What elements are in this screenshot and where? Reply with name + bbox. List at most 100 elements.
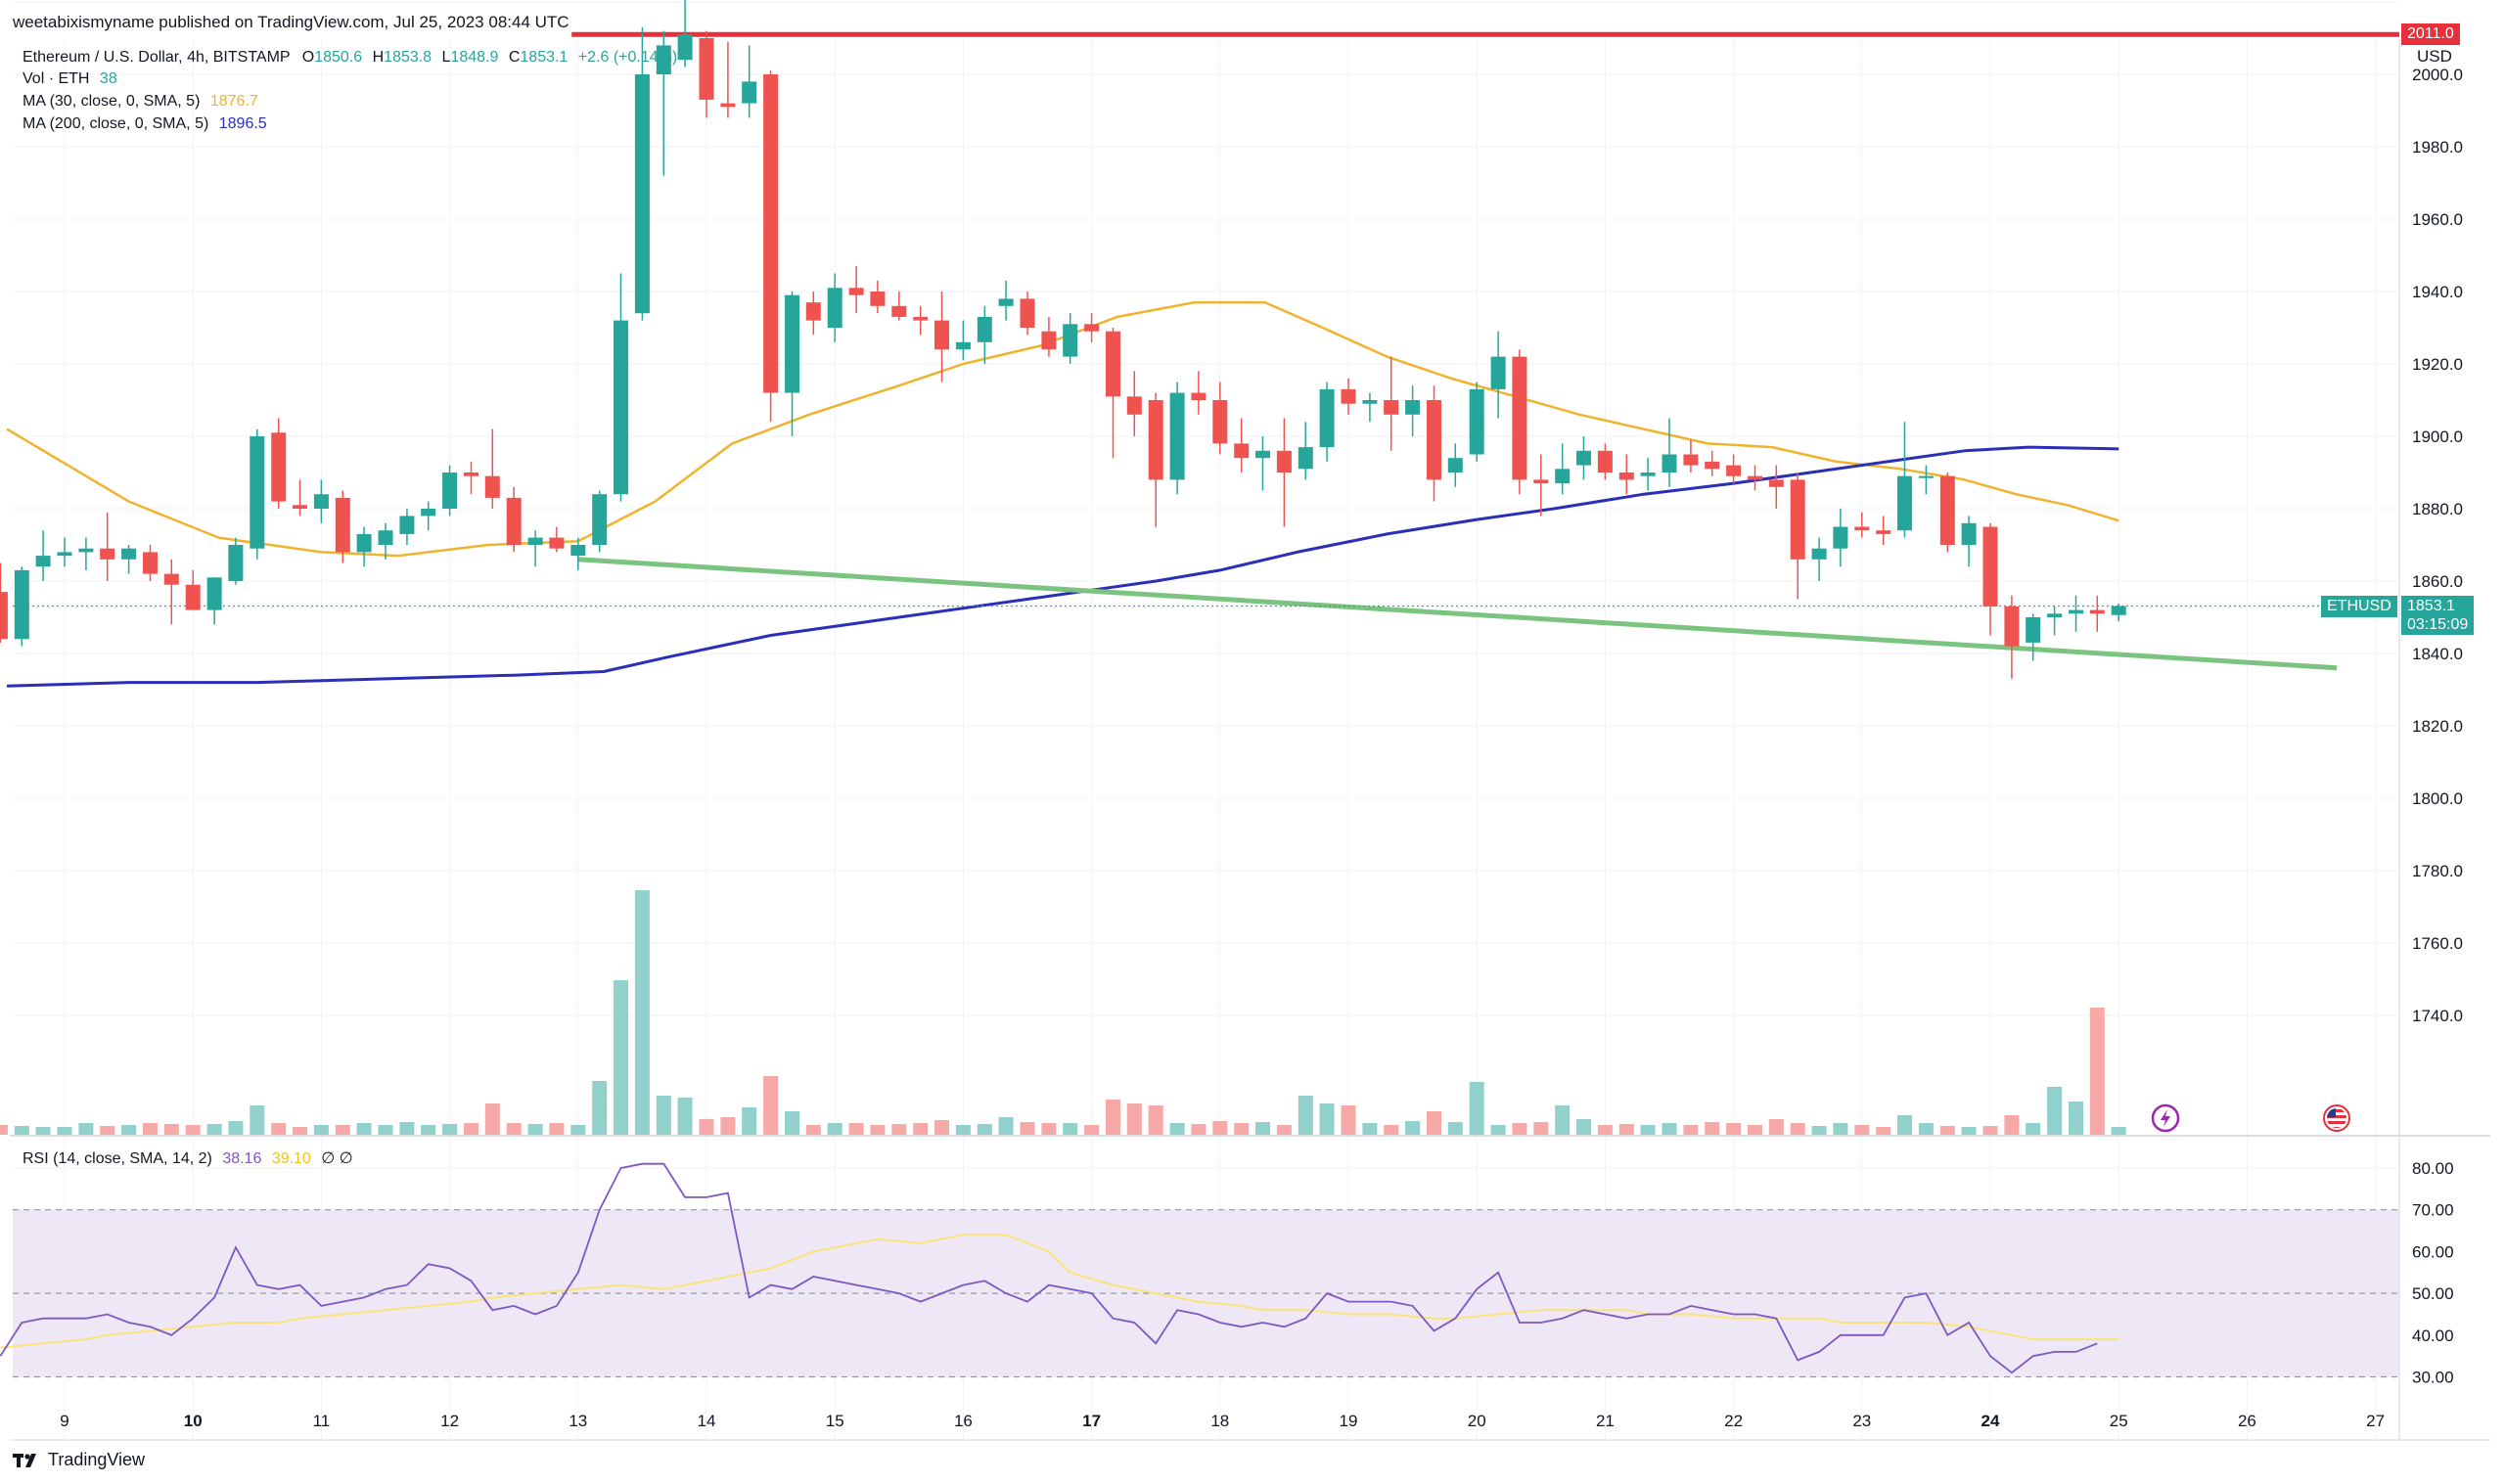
volume-bar [592, 1081, 608, 1135]
close-value: 1853.1 [520, 49, 569, 66]
volume-bar [1020, 1122, 1035, 1135]
volume-bar [1148, 1105, 1163, 1135]
candle-body [1640, 472, 1656, 476]
candle-body [699, 38, 714, 100]
ma200-value: 1896.5 [218, 115, 267, 132]
volume-bar [271, 1123, 287, 1135]
date-tick-label: 25 [2110, 1412, 2128, 1430]
volume-bar [1063, 1123, 1078, 1135]
volume-bar [206, 1124, 222, 1135]
volume-bar [805, 1125, 821, 1135]
rsi-overbought-oversold-band [13, 1209, 2399, 1377]
date-tick-label: 20 [1468, 1412, 1486, 1430]
date-tick-label: 12 [440, 1412, 459, 1430]
date-tick-label: 21 [1596, 1412, 1615, 1430]
legend-ma30-row[interactable]: MA (30, close, 0, SMA, 5) 1876.7 [23, 93, 258, 111]
volume-bars [0, 890, 2126, 1135]
volume-bar [848, 1123, 864, 1135]
candle-body [592, 494, 608, 545]
low-value: 1848.9 [450, 49, 499, 66]
volume-bar [1362, 1123, 1378, 1135]
price-tick-label: 1820.0 [2412, 717, 2463, 736]
volume-bar [1212, 1121, 1228, 1135]
volume-value: 38 [99, 70, 117, 87]
volume-bar [121, 1125, 137, 1135]
us-flag-icon[interactable] [2323, 1104, 2350, 1132]
candles [0, 0, 2126, 679]
price-tick-label: 2000.0 [2412, 66, 2463, 84]
volume-bar [1876, 1127, 1891, 1135]
volume-bar [100, 1126, 115, 1135]
volume-bar [356, 1123, 372, 1135]
candle-body [1106, 331, 1121, 397]
volume-bar [1512, 1123, 1527, 1135]
volume-bar [185, 1125, 201, 1135]
volume-bar [2089, 1008, 2105, 1135]
candle-body [1575, 450, 1591, 466]
candle-body [1405, 400, 1421, 415]
candle-body [570, 545, 586, 557]
legend-symbol-row[interactable]: Ethereum / U.S. Dollar, 4h, BITSTAMP O18… [23, 49, 677, 67]
volume-bar [250, 1105, 265, 1135]
candle-body [2047, 613, 2063, 617]
ma200-line [6, 445, 2119, 688]
volume-bar [292, 1127, 307, 1135]
legend-volume-row[interactable]: Vol · ETH 38 [23, 70, 117, 88]
volume-label: Vol · ETH [23, 70, 90, 87]
rsi-flags: ∅ ∅ [321, 1150, 353, 1167]
high-value: 1853.8 [384, 49, 433, 66]
rsi-polyline [0, 1162, 2098, 1374]
volume-bar [570, 1125, 586, 1135]
volume-bar [1427, 1111, 1442, 1135]
rsi-tick-label: 60.00 [2412, 1242, 2454, 1261]
price-tick-label: 1860.0 [2412, 572, 2463, 591]
volume-bar [506, 1123, 522, 1135]
rsi-tick-label: 80.00 [2412, 1159, 2454, 1178]
candle-body [1169, 392, 1185, 480]
candle-body [613, 320, 628, 495]
candle-body [1298, 447, 1313, 470]
lightning-icon[interactable] [2151, 1103, 2180, 1133]
candle-body [848, 288, 864, 295]
volume-bar [2004, 1115, 2020, 1135]
candle-body [1790, 479, 1805, 560]
volume-bar [613, 980, 628, 1135]
volume-bar [228, 1121, 244, 1135]
candle-body [720, 103, 736, 108]
volume-bar [1490, 1125, 1506, 1135]
tradingview-brand[interactable]: TradingView [13, 1450, 145, 1470]
volume-bar [634, 890, 650, 1135]
ma200-polyline [6, 445, 2119, 688]
rsi-value: 38.16 [222, 1150, 262, 1167]
candle-body [1854, 526, 1870, 531]
price-tick-label: 1940.0 [2412, 283, 2463, 301]
candle-body [1212, 400, 1228, 444]
volume-bar [1276, 1125, 1292, 1135]
volume-bar [656, 1096, 671, 1135]
volume-bar [313, 1125, 329, 1135]
date-tick-label: 10 [184, 1412, 203, 1430]
legend-rsi-row[interactable]: RSI (14, close, SMA, 14, 2) 38.16 39.10 … [23, 1148, 353, 1168]
candle-body [228, 545, 244, 581]
date-tick-label: 16 [954, 1412, 973, 1430]
legend-ma200-row[interactable]: MA (200, close, 0, SMA, 5) 1896.5 [23, 115, 267, 133]
volume-bar [1169, 1123, 1185, 1135]
date-tick-label: 15 [826, 1412, 844, 1430]
candle-body [484, 475, 500, 498]
candle-body [1876, 530, 1891, 534]
volume-bar [1705, 1122, 1720, 1135]
candle-body [2089, 609, 2105, 614]
trend-lines[interactable] [13, 31, 2399, 671]
volume-bar [35, 1127, 51, 1135]
price-tick-label: 1960.0 [2412, 210, 2463, 229]
volume-bar [763, 1076, 779, 1135]
volume-bar [2069, 1102, 2084, 1135]
volume-bar [14, 1126, 29, 1135]
volume-bar [1341, 1105, 1356, 1135]
candle-body [1533, 479, 1549, 484]
candle-body [1939, 475, 1955, 545]
volume-bar [1234, 1123, 1250, 1135]
rsi-ma-polyline [0, 1234, 2119, 1349]
high-label: H [372, 49, 385, 66]
